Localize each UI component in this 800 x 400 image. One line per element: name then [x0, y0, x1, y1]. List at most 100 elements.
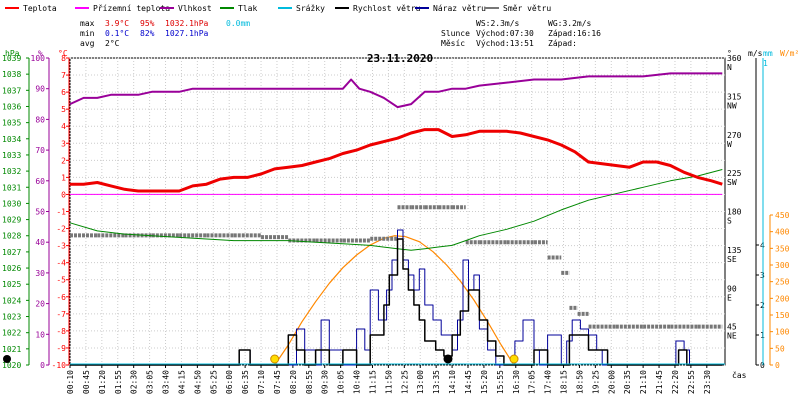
dir-tick-dir: E — [727, 293, 732, 302]
moonrise-time: Východ:13:51 — [476, 39, 534, 48]
x-tick-label: 12:25 — [400, 370, 409, 394]
temp-tick-label: -10 — [52, 361, 67, 370]
moonset-time: Západ: — [548, 39, 577, 48]
legend-label: Tlak — [238, 4, 257, 13]
dir-tick-label: 225 — [727, 169, 742, 178]
dir-tick-label: 360 — [727, 54, 742, 63]
pct-tick-label: 70 — [35, 146, 45, 155]
stats-humidity: 95% — [140, 19, 155, 28]
x-tick-label: 15:55 — [496, 370, 505, 394]
x-tick-label: 00:10 — [66, 370, 75, 394]
x-tick-label: 04:50 — [193, 370, 202, 394]
dir-tick-dir: NE — [727, 332, 737, 341]
legend-label: Směr větru — [503, 4, 551, 13]
stats-temp: 3.9°C — [105, 19, 129, 28]
temp-tick-label: 2 — [61, 156, 66, 165]
moon-marker — [443, 354, 453, 364]
pct-tick-label: 90 — [35, 85, 45, 94]
hpa-tick-label: 1026 — [2, 264, 21, 273]
mm-axis-title: mm — [763, 49, 773, 58]
temp-tick-label: 7 — [61, 71, 66, 80]
dir-axis-title: ° — [727, 49, 732, 58]
x-tick-label: 18:50 — [575, 370, 584, 394]
x-tick-label: 09:30 — [321, 370, 330, 394]
hpa-tick-label: 1039 — [2, 54, 21, 63]
dir-tick-label: 315 — [727, 92, 742, 101]
hpa-tick-label: 1028 — [2, 232, 21, 241]
pct-tick-label: 10 — [35, 330, 45, 339]
humidity-line — [69, 72, 723, 109]
x-tick-label: 10:05 — [337, 370, 346, 394]
temp-tick-label: 3 — [61, 139, 66, 148]
pct-tick-label: 20 — [35, 300, 45, 309]
stats-label: min — [80, 29, 95, 38]
sun-label: Slunce — [441, 29, 470, 38]
hpa-tick-label: 1030 — [2, 199, 21, 208]
ms-axis-title: m/s — [748, 49, 763, 58]
x-tick-label: 03:05 — [146, 370, 155, 394]
stats-label: max — [80, 19, 95, 28]
x-tick-label: 05:25 — [209, 370, 218, 394]
hpa-tick-label: 1021 — [2, 345, 21, 354]
wm2-tick-label: 400 — [775, 228, 790, 237]
pct-tick-label: 30 — [35, 269, 45, 278]
sun-marker — [509, 354, 519, 364]
legend-label: Přízemní teplota — [93, 4, 170, 13]
dir-tick-dir: SW — [727, 178, 737, 187]
x-tick-label: 06:35 — [241, 370, 250, 394]
temp-tick-label: -4 — [56, 259, 66, 268]
legend-label: Náraz větru — [433, 4, 486, 13]
stats-temp: 2°C — [105, 39, 120, 48]
pct-axis-title: % — [38, 49, 43, 58]
temp-tick-label: 0 — [61, 190, 66, 199]
x-tick-label: 17:40 — [544, 370, 553, 394]
x-tick-label: 20:00 — [607, 370, 616, 394]
stats-rain: 0.0mm — [226, 19, 250, 28]
corner-moon-icon — [3, 355, 11, 363]
dir-tick-dir: SE — [727, 255, 737, 264]
x-tick-label: 10:40 — [353, 370, 362, 394]
x-tick-label: 06:00 — [225, 370, 234, 394]
x-tick-label: 14:10 — [448, 370, 457, 394]
temp-tick-label: -1 — [56, 208, 66, 217]
x-tick-label: 07:45 — [273, 370, 282, 394]
wm2-tick-label: 100 — [775, 328, 790, 337]
x-tick-label: 15:20 — [480, 370, 489, 394]
dir-tick-dir: N — [727, 63, 732, 72]
temp-axis-title: °C — [58, 49, 68, 58]
x-tick-label: 08:20 — [289, 370, 298, 394]
x-tick-label: 07:10 — [257, 370, 266, 394]
dir-tick-label: 270 — [727, 131, 742, 140]
hpa-tick-label: 1035 — [2, 119, 21, 128]
x-tick-label: 11:15 — [368, 370, 377, 394]
stats-label: avg — [80, 39, 95, 48]
hpa-tick-label: 1032 — [2, 167, 21, 176]
wm2-tick-label: 200 — [775, 294, 790, 303]
x-tick-label: 11:50 — [384, 370, 393, 394]
hpa-tick-label: 1024 — [2, 296, 21, 305]
x-tick-label: 20:35 — [623, 370, 632, 394]
hpa-tick-label: 1033 — [2, 151, 21, 160]
x-tick-label: 21:45 — [655, 370, 664, 394]
legend-label: Teplota — [23, 4, 57, 13]
wm2-tick-label: 50 — [775, 344, 785, 353]
x-tick-label: 18:15 — [560, 370, 569, 394]
temp-tick-label: -9 — [56, 344, 66, 353]
chart-date-title: 23.11.2020 — [367, 52, 433, 65]
hpa-tick-label: 1031 — [2, 183, 21, 192]
dir-tick-dir: W — [727, 140, 732, 149]
temp-tick-label: 6 — [61, 88, 66, 97]
temp-tick-label: -7 — [56, 310, 66, 319]
x-tick-label: 13:35 — [432, 370, 441, 394]
hpa-tick-label: 1034 — [2, 135, 21, 144]
temp-tick-label: -6 — [56, 293, 66, 302]
ms-tick-label: 0 — [760, 361, 765, 370]
wind-speed-line — [70, 238, 723, 366]
hpa-tick-label: 1023 — [2, 313, 21, 322]
hpa-tick-label: 1025 — [2, 280, 21, 289]
mm-tick-label: 1 — [763, 59, 768, 68]
x-tick-label: 08:55 — [305, 370, 314, 394]
legend-label: Vlhkost — [178, 4, 212, 13]
x-tick-label: 21:10 — [639, 370, 648, 394]
